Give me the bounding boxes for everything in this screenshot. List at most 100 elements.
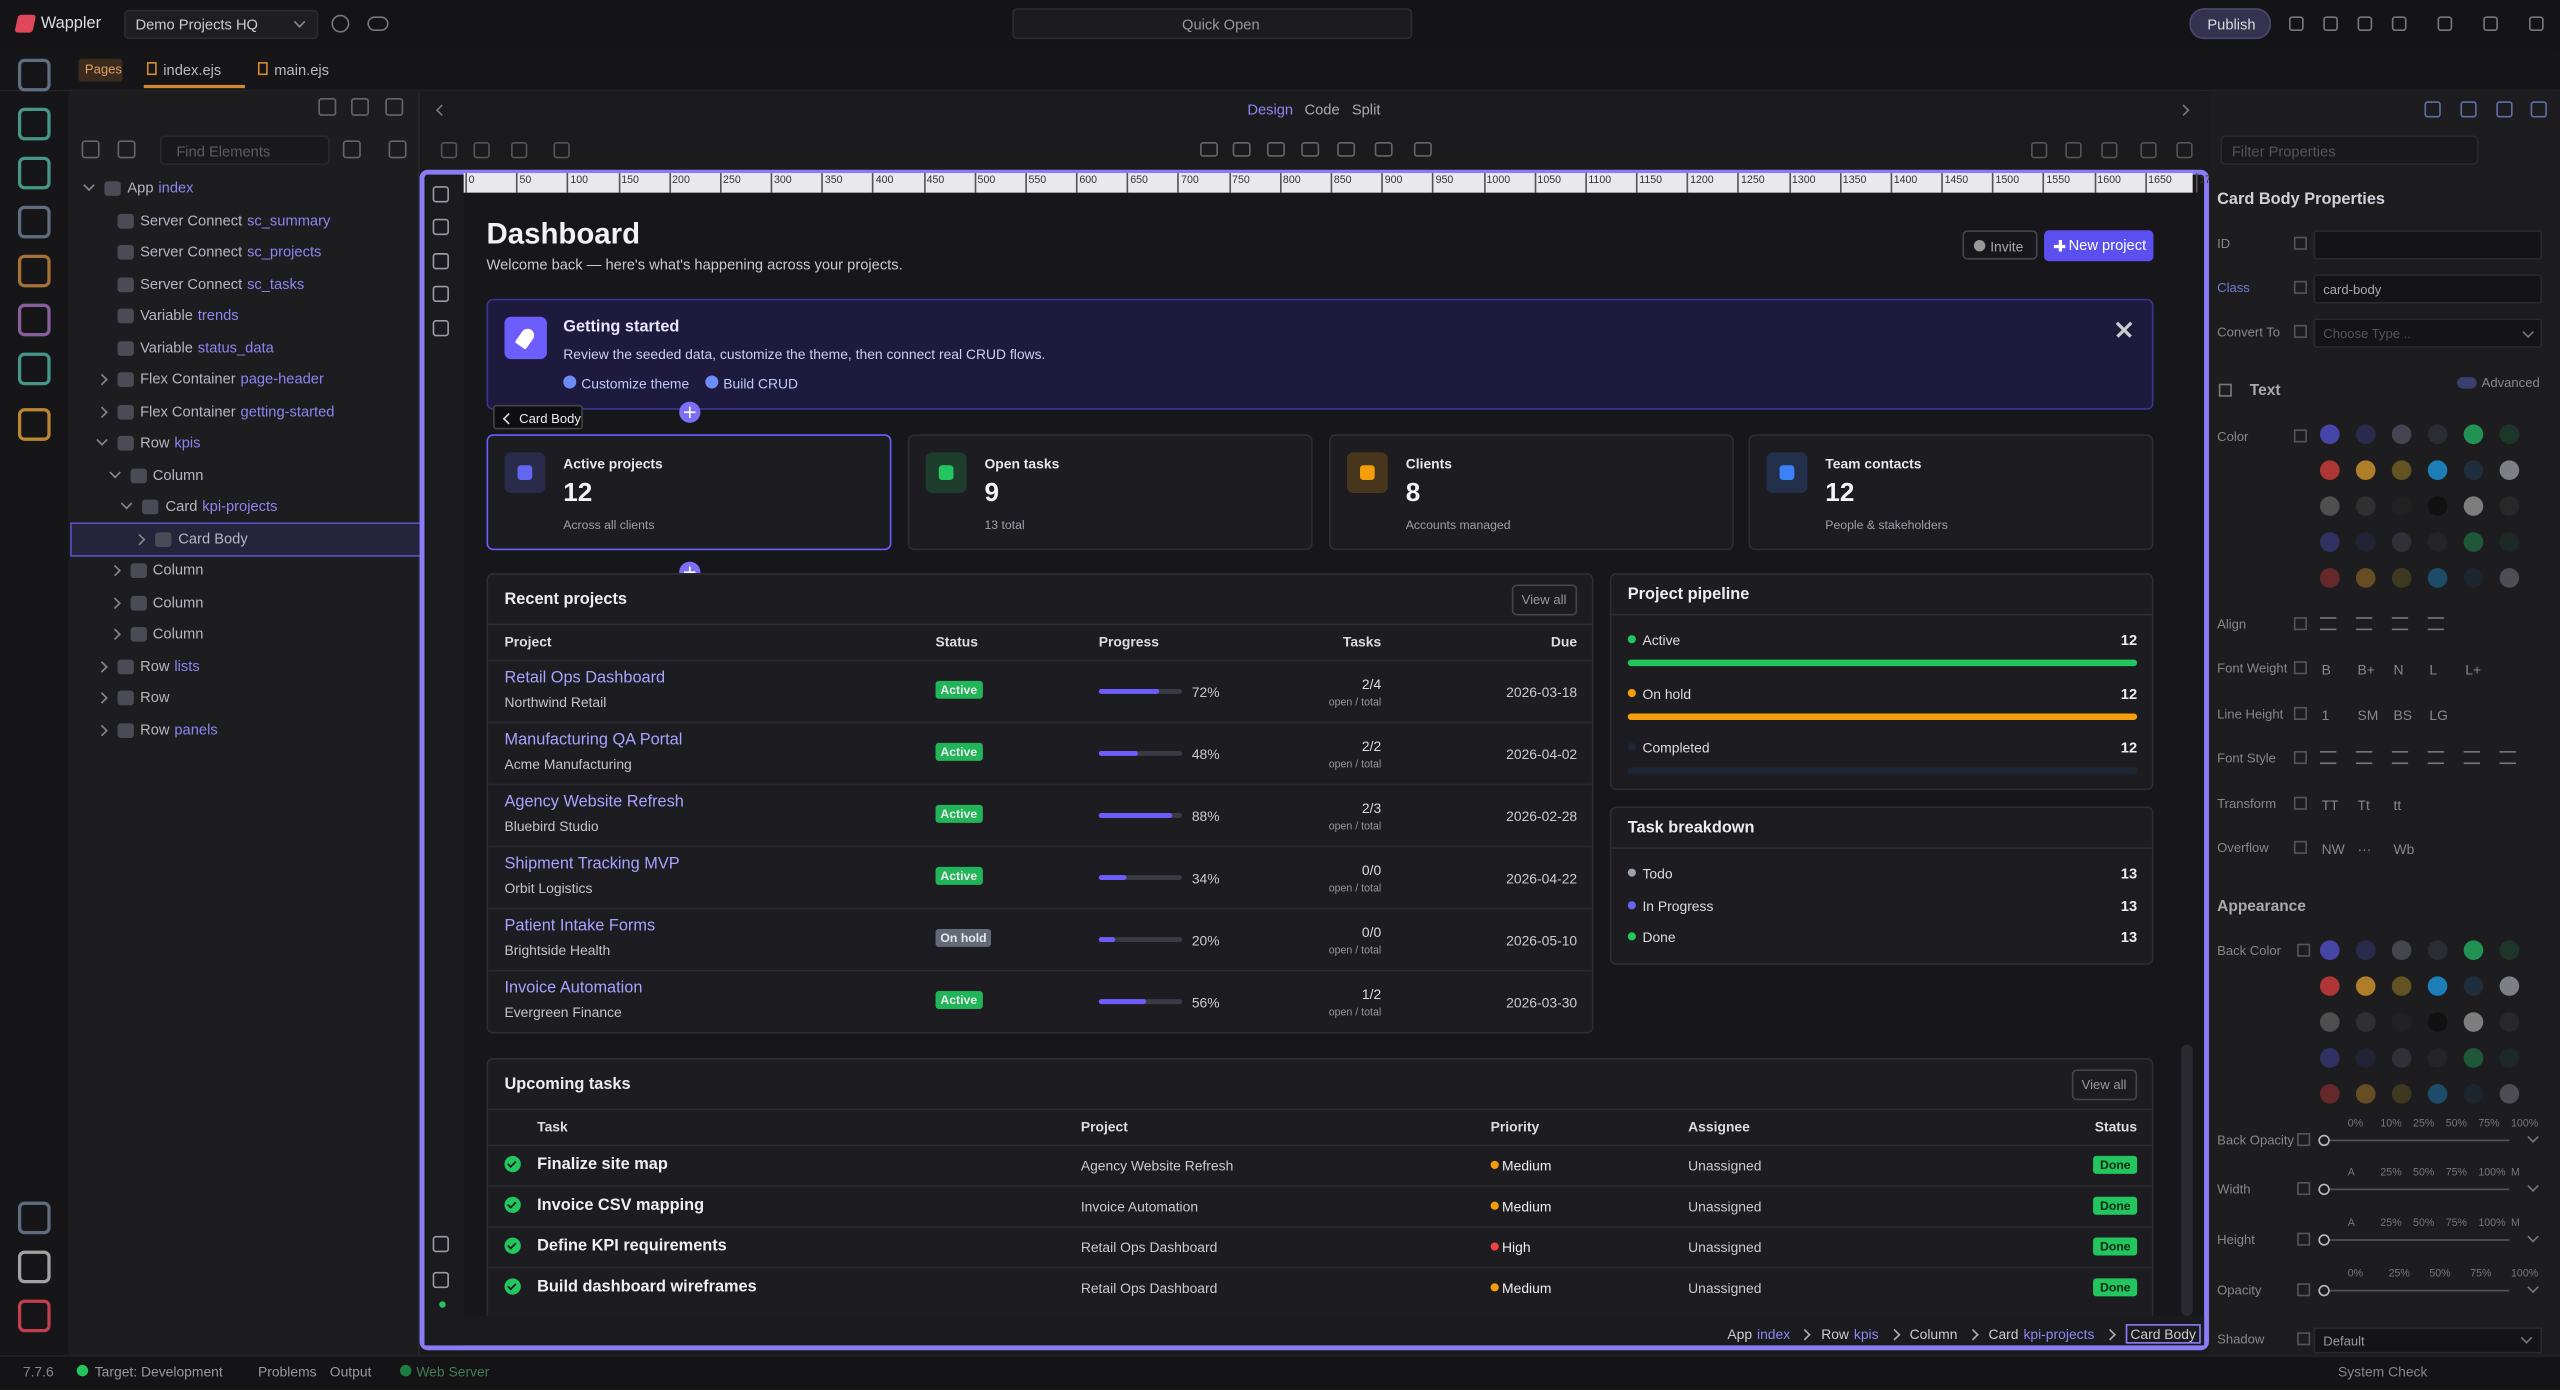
color-swatch[interactable] bbox=[2392, 1084, 2412, 1104]
slider-knob[interactable] bbox=[2318, 1135, 2329, 1146]
color-swatch[interactable] bbox=[2392, 496, 2412, 516]
view-mode[interactable]: Design bbox=[1247, 101, 1293, 119]
view-all-button[interactable]: View all bbox=[1512, 584, 1577, 615]
tree-row[interactable]: Flex Containerpage-header bbox=[72, 364, 420, 396]
project-name[interactable]: Retail Ops Dashboard bbox=[504, 669, 665, 689]
device-icon[interactable] bbox=[1267, 142, 1285, 157]
property-option-icon[interactable] bbox=[2356, 617, 2372, 630]
property-option[interactable]: Tt bbox=[2358, 797, 2370, 814]
color-swatch[interactable] bbox=[2464, 1048, 2484, 1068]
color-swatch[interactable] bbox=[2428, 976, 2448, 996]
color-swatch[interactable] bbox=[2464, 568, 2484, 588]
panel-icon[interactable] bbox=[2496, 101, 2512, 117]
slider-knob[interactable] bbox=[2318, 1234, 2329, 1245]
new-project-button[interactable]: New project bbox=[2044, 230, 2153, 261]
color-swatch[interactable] bbox=[2428, 568, 2448, 588]
property-option-icon[interactable] bbox=[2428, 617, 2444, 630]
color-swatch[interactable] bbox=[2356, 496, 2376, 516]
property-option[interactable]: N bbox=[2393, 661, 2403, 678]
tool-icon[interactable] bbox=[2101, 142, 2117, 158]
rail-icon[interactable] bbox=[18, 108, 51, 141]
status-item[interactable]: Output bbox=[330, 1363, 372, 1380]
breadcrumb-item[interactable]: Rowkpis bbox=[1821, 1326, 1878, 1343]
property-option[interactable]: 1 bbox=[2322, 707, 2330, 724]
target[interactable]: Target: Development bbox=[95, 1363, 223, 1380]
color-swatch[interactable] bbox=[2356, 460, 2376, 480]
property-option-icon[interactable] bbox=[2320, 751, 2336, 764]
property-option[interactable]: SM bbox=[2358, 707, 2379, 724]
property-option-icon[interactable] bbox=[2392, 617, 2408, 630]
tab[interactable]: index.ejs bbox=[144, 54, 245, 88]
property-option-icon[interactable] bbox=[2428, 751, 2444, 764]
color-swatch[interactable] bbox=[2500, 496, 2520, 516]
publish-button[interactable]: Publish bbox=[2189, 8, 2271, 39]
panel-icon[interactable] bbox=[351, 98, 369, 116]
property-option-icon[interactable] bbox=[2500, 751, 2516, 764]
project-name[interactable]: Shipment Tracking MVP bbox=[504, 856, 679, 876]
color-swatch[interactable] bbox=[2320, 1084, 2340, 1104]
tree-row[interactable]: Server Connectsc_projects bbox=[72, 237, 420, 269]
property-option[interactable]: Wb bbox=[2393, 841, 2414, 858]
tab[interactable]: main.ejs bbox=[255, 54, 346, 88]
tree-row[interactable]: Variabletrends bbox=[72, 300, 420, 332]
invite-button[interactable]: Invite bbox=[1962, 230, 2037, 259]
project-name[interactable]: Manufacturing QA Portal bbox=[504, 731, 682, 751]
status-item[interactable]: Problems bbox=[258, 1363, 317, 1380]
color-swatch[interactable] bbox=[2392, 568, 2412, 588]
color-swatch[interactable] bbox=[2464, 460, 2484, 480]
rail-icon[interactable] bbox=[18, 408, 51, 441]
panel-icon[interactable] bbox=[318, 98, 336, 116]
breadcrumb-item[interactable]: Appindex bbox=[1727, 1326, 1790, 1343]
rail-icon[interactable] bbox=[18, 206, 51, 239]
property-option[interactable]: B bbox=[2322, 661, 2331, 678]
web-server[interactable]: Web Server bbox=[416, 1363, 489, 1380]
color-swatch[interactable] bbox=[2428, 424, 2448, 444]
color-swatch[interactable] bbox=[2356, 976, 2376, 996]
color-swatch[interactable] bbox=[2320, 460, 2340, 480]
project-name[interactable]: Invoice Automation bbox=[504, 980, 642, 1000]
view-mode[interactable]: Code bbox=[1304, 101, 1339, 119]
view-mode[interactable]: Split bbox=[1352, 101, 1381, 119]
color-swatch[interactable] bbox=[2500, 460, 2520, 480]
panel-icon[interactable] bbox=[2424, 101, 2440, 117]
rail-icon[interactable] bbox=[18, 353, 51, 386]
color-swatch[interactable] bbox=[2392, 976, 2412, 996]
device-icon[interactable] bbox=[1375, 142, 1393, 157]
tree-row[interactable]: Flex Containergetting-started bbox=[72, 396, 420, 428]
color-swatch[interactable] bbox=[2500, 424, 2520, 444]
slider-knob[interactable] bbox=[2318, 1184, 2329, 1195]
tool-icon[interactable] bbox=[2176, 142, 2192, 158]
tree-row[interactable]: Appindex bbox=[72, 173, 420, 205]
tree-row[interactable]: Rowpanels bbox=[72, 714, 420, 746]
color-swatch[interactable] bbox=[2356, 1048, 2376, 1068]
canvas-tool[interactable] bbox=[433, 1236, 449, 1252]
tool-icon[interactable] bbox=[2031, 142, 2047, 158]
color-swatch[interactable] bbox=[2320, 424, 2340, 444]
color-swatch[interactable] bbox=[2320, 940, 2340, 960]
toggle[interactable] bbox=[2457, 377, 2477, 388]
panel-icon[interactable] bbox=[385, 98, 403, 116]
tree-row[interactable]: Rowkpis bbox=[72, 428, 420, 460]
panel-icon[interactable] bbox=[389, 140, 407, 158]
color-swatch[interactable] bbox=[2428, 496, 2448, 516]
property-option-icon[interactable] bbox=[2320, 617, 2336, 630]
rail-icon[interactable] bbox=[18, 1300, 51, 1333]
color-swatch[interactable] bbox=[2500, 532, 2520, 552]
color-swatch[interactable] bbox=[2428, 940, 2448, 960]
find-elements[interactable]: Find Elements bbox=[160, 136, 330, 165]
rail-icon[interactable] bbox=[18, 157, 51, 190]
tree-row[interactable]: Column bbox=[72, 587, 420, 619]
color-swatch[interactable] bbox=[2500, 1048, 2520, 1068]
property-option-icon[interactable] bbox=[2392, 751, 2408, 764]
banner-close[interactable] bbox=[2114, 320, 2134, 340]
color-swatch[interactable] bbox=[2392, 1012, 2412, 1032]
color-swatch[interactable] bbox=[2356, 1012, 2376, 1032]
rail-icon[interactable] bbox=[18, 59, 51, 92]
rail-icon[interactable] bbox=[18, 1202, 51, 1235]
field-input[interactable]: card-body bbox=[2313, 274, 2542, 303]
rail-icon[interactable] bbox=[18, 304, 51, 337]
device-icon[interactable] bbox=[1301, 142, 1319, 157]
color-swatch[interactable] bbox=[2500, 1012, 2520, 1032]
color-swatch[interactable] bbox=[2392, 460, 2412, 480]
color-swatch[interactable] bbox=[2428, 532, 2448, 552]
